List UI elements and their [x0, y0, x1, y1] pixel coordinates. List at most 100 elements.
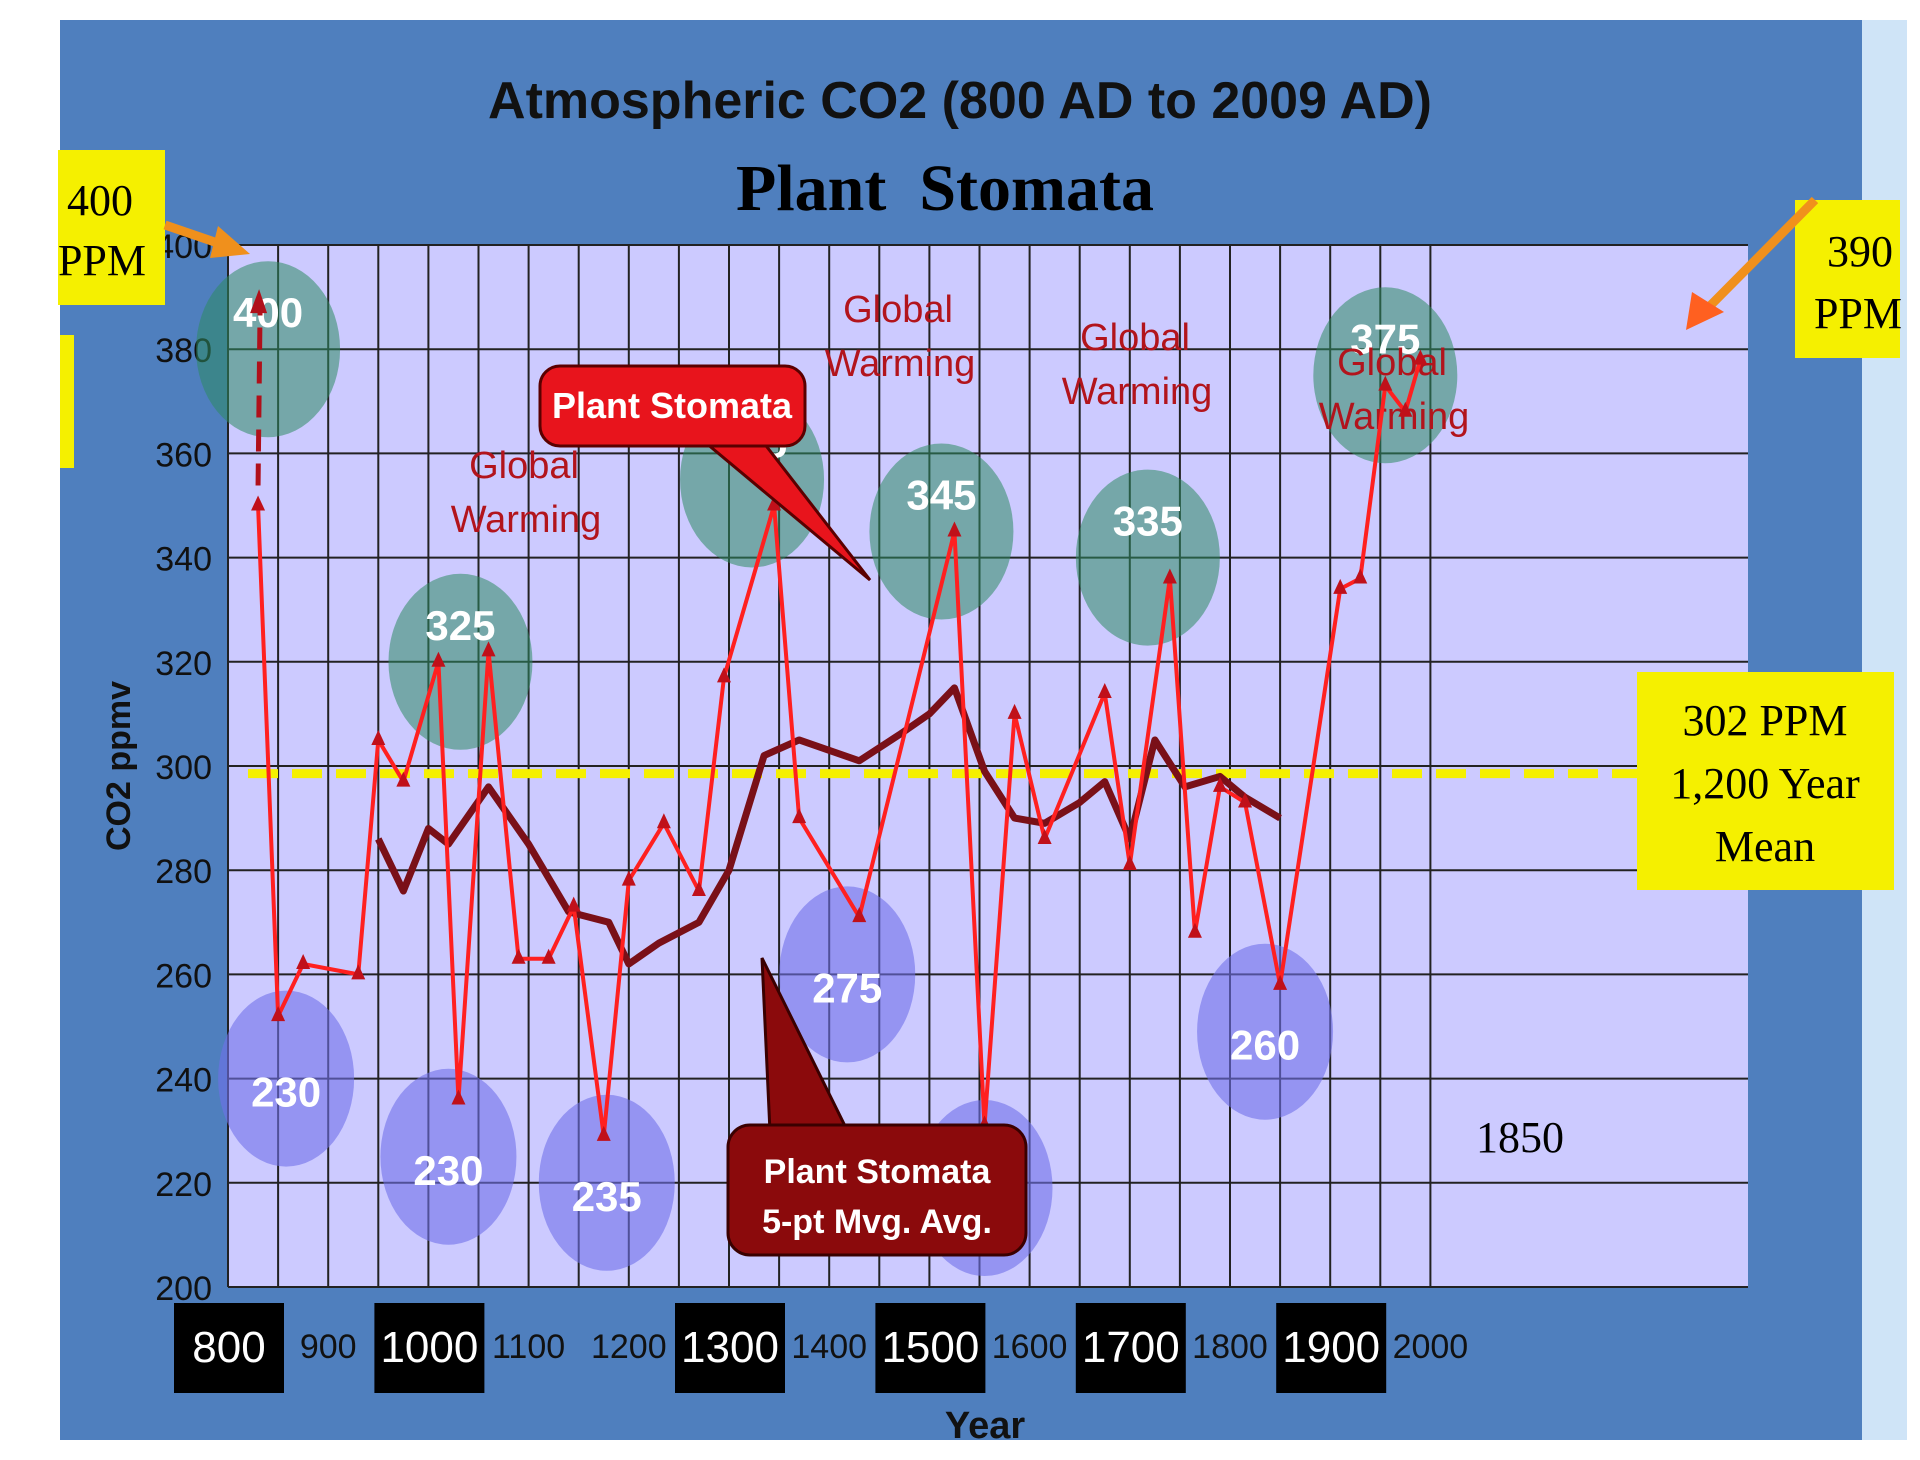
data-point-marker: [1097, 683, 1112, 699]
x-tick-label: 1100: [492, 1328, 565, 1366]
x-tick-label: 1300: [681, 1323, 779, 1372]
x-tick-label: 1700: [1082, 1323, 1180, 1372]
label-390-ppm: 390 PPM: [1795, 200, 1902, 358]
data-point-marker: [1162, 568, 1177, 584]
data-point-marker: [691, 881, 706, 897]
label-mean-line3: Mean: [1715, 822, 1815, 871]
dashed-extension-arrowhead: [250, 289, 268, 314]
x-tick-label: 800: [192, 1323, 265, 1372]
data-point-marker: [1273, 974, 1288, 990]
label-mean-line1: 302 PPM: [1682, 696, 1847, 745]
global-warming-label: Warming: [451, 499, 602, 541]
data-point-marker: [716, 667, 731, 683]
arrow-400: [163, 220, 250, 258]
y-axis-label: CO2 ppmv: [100, 681, 138, 851]
x-tick-label: 900: [300, 1328, 357, 1366]
y-tick-label: 280: [155, 853, 212, 891]
x-tick-label: 1000: [380, 1323, 478, 1372]
x-tick-label: 1200: [591, 1328, 667, 1366]
data-point-marker: [947, 521, 962, 537]
data-point-marker: [1353, 568, 1368, 584]
data-point-marker: [1212, 776, 1227, 792]
data-point-marker: [1238, 792, 1253, 808]
data-point-marker: [656, 813, 671, 829]
data-point-marker: [1007, 703, 1022, 719]
data-point-marker: [511, 948, 526, 964]
data-point-marker: [596, 1125, 611, 1141]
y-tick-label: 220: [155, 1166, 212, 1204]
global-warming-label: Global: [469, 445, 579, 487]
high-circle-label: 325: [425, 602, 495, 649]
x-tick-label: 2000: [1393, 1328, 1469, 1366]
high-circle-label: 335: [1113, 498, 1183, 545]
data-point-marker: [1037, 828, 1052, 844]
data-point-marker: [566, 896, 581, 912]
low-circle: [1197, 943, 1334, 1120]
data-point-marker: [852, 907, 867, 923]
series-plant-stomata-line: [256, 359, 1423, 1138]
y-tick-label: 340: [155, 541, 212, 579]
high-circle: [1075, 469, 1220, 646]
x-tick-label: 1800: [1192, 1328, 1268, 1366]
data-point-marker: [1333, 578, 1348, 594]
x-tick-box: [374, 1303, 485, 1393]
data-point-marker: [1398, 401, 1413, 417]
label-390-ppm-line2: PPM: [1814, 289, 1902, 338]
data-point-marker: [792, 808, 807, 824]
low-circle: [218, 990, 355, 1167]
data-point-marker: [296, 953, 311, 969]
label-400-ppm: 400 PPM: [58, 150, 165, 305]
callout-moving-average: Plant Stomata 5-pt Mvg. Avg.: [726, 957, 1028, 1257]
chart-subtitle: Plant Stomata: [736, 152, 1154, 225]
high-circle-label: 400: [233, 289, 303, 336]
x-tick-box: [1276, 1303, 1387, 1393]
global-warming-label: Warming: [1319, 396, 1470, 438]
x-tick-labels: 800 900 1000 1100 1200 1300 1400 1500 1600 1700 18…: [174, 1303, 1468, 1393]
global-warming-label: Warming: [1062, 371, 1213, 413]
data-point-marker: [351, 964, 366, 980]
x-tick-box: [1075, 1303, 1186, 1393]
high-circle-label: 345: [906, 472, 976, 519]
y-tick-label: 200: [155, 1270, 212, 1308]
global-warming-label: Warming: [825, 343, 976, 385]
data-point-marker: [431, 651, 446, 667]
label-400-ppm-line2: PPM: [58, 236, 146, 285]
callout-plant-stomata-label: Plant Stomata: [552, 385, 793, 426]
global-warming-label: Global: [1337, 342, 1447, 384]
data-point-marker: [541, 948, 556, 964]
callout-moving-average-line2: 5-pt Mvg. Avg.: [762, 1203, 992, 1241]
high-circle: [1313, 287, 1458, 464]
data-lines: [248, 289, 1640, 1141]
data-point-marker: [396, 771, 411, 787]
data-point-marker: [481, 641, 496, 657]
dashed-extension: [255, 309, 263, 486]
label-390-ppm-line1: 390: [1827, 227, 1893, 276]
data-point-marker: [1122, 854, 1137, 870]
global-warming-label: Global: [1080, 317, 1190, 359]
data-point-marker: [271, 1006, 286, 1022]
x-tick-label: 1500: [881, 1323, 979, 1372]
y-tick-label: 240: [155, 1062, 212, 1100]
low-circle: [538, 1094, 675, 1271]
data-point-marker: [1187, 922, 1202, 938]
data-point-marker: [451, 1089, 466, 1105]
chart-title: Atmospheric CO2 (800 AD to 2009 AD): [488, 72, 1432, 130]
data-point-marker: [371, 729, 386, 745]
callout-moving-average-line1: Plant Stomata: [764, 1153, 992, 1191]
x-tick-label: 1900: [1282, 1323, 1380, 1372]
y-tick-label: 260: [155, 957, 212, 995]
global-warming-labels: Global Warming Global Warming Global Warming G…: [451, 289, 1470, 541]
x-tick-label: 1600: [992, 1328, 1068, 1366]
x-tick-box: [675, 1303, 785, 1393]
high-circle: [388, 573, 533, 750]
low-circle-label: 235: [572, 1173, 642, 1220]
y-tick-label: 320: [155, 645, 212, 683]
x-tick-box: [174, 1303, 284, 1393]
left-yellow-strip: [60, 335, 74, 468]
label-mean-line2: 1,200 Year: [1670, 759, 1860, 808]
annotation-1850: 1850: [1476, 1113, 1564, 1162]
x-tick-label: 1400: [791, 1328, 867, 1366]
x-tick-box: [875, 1303, 986, 1393]
